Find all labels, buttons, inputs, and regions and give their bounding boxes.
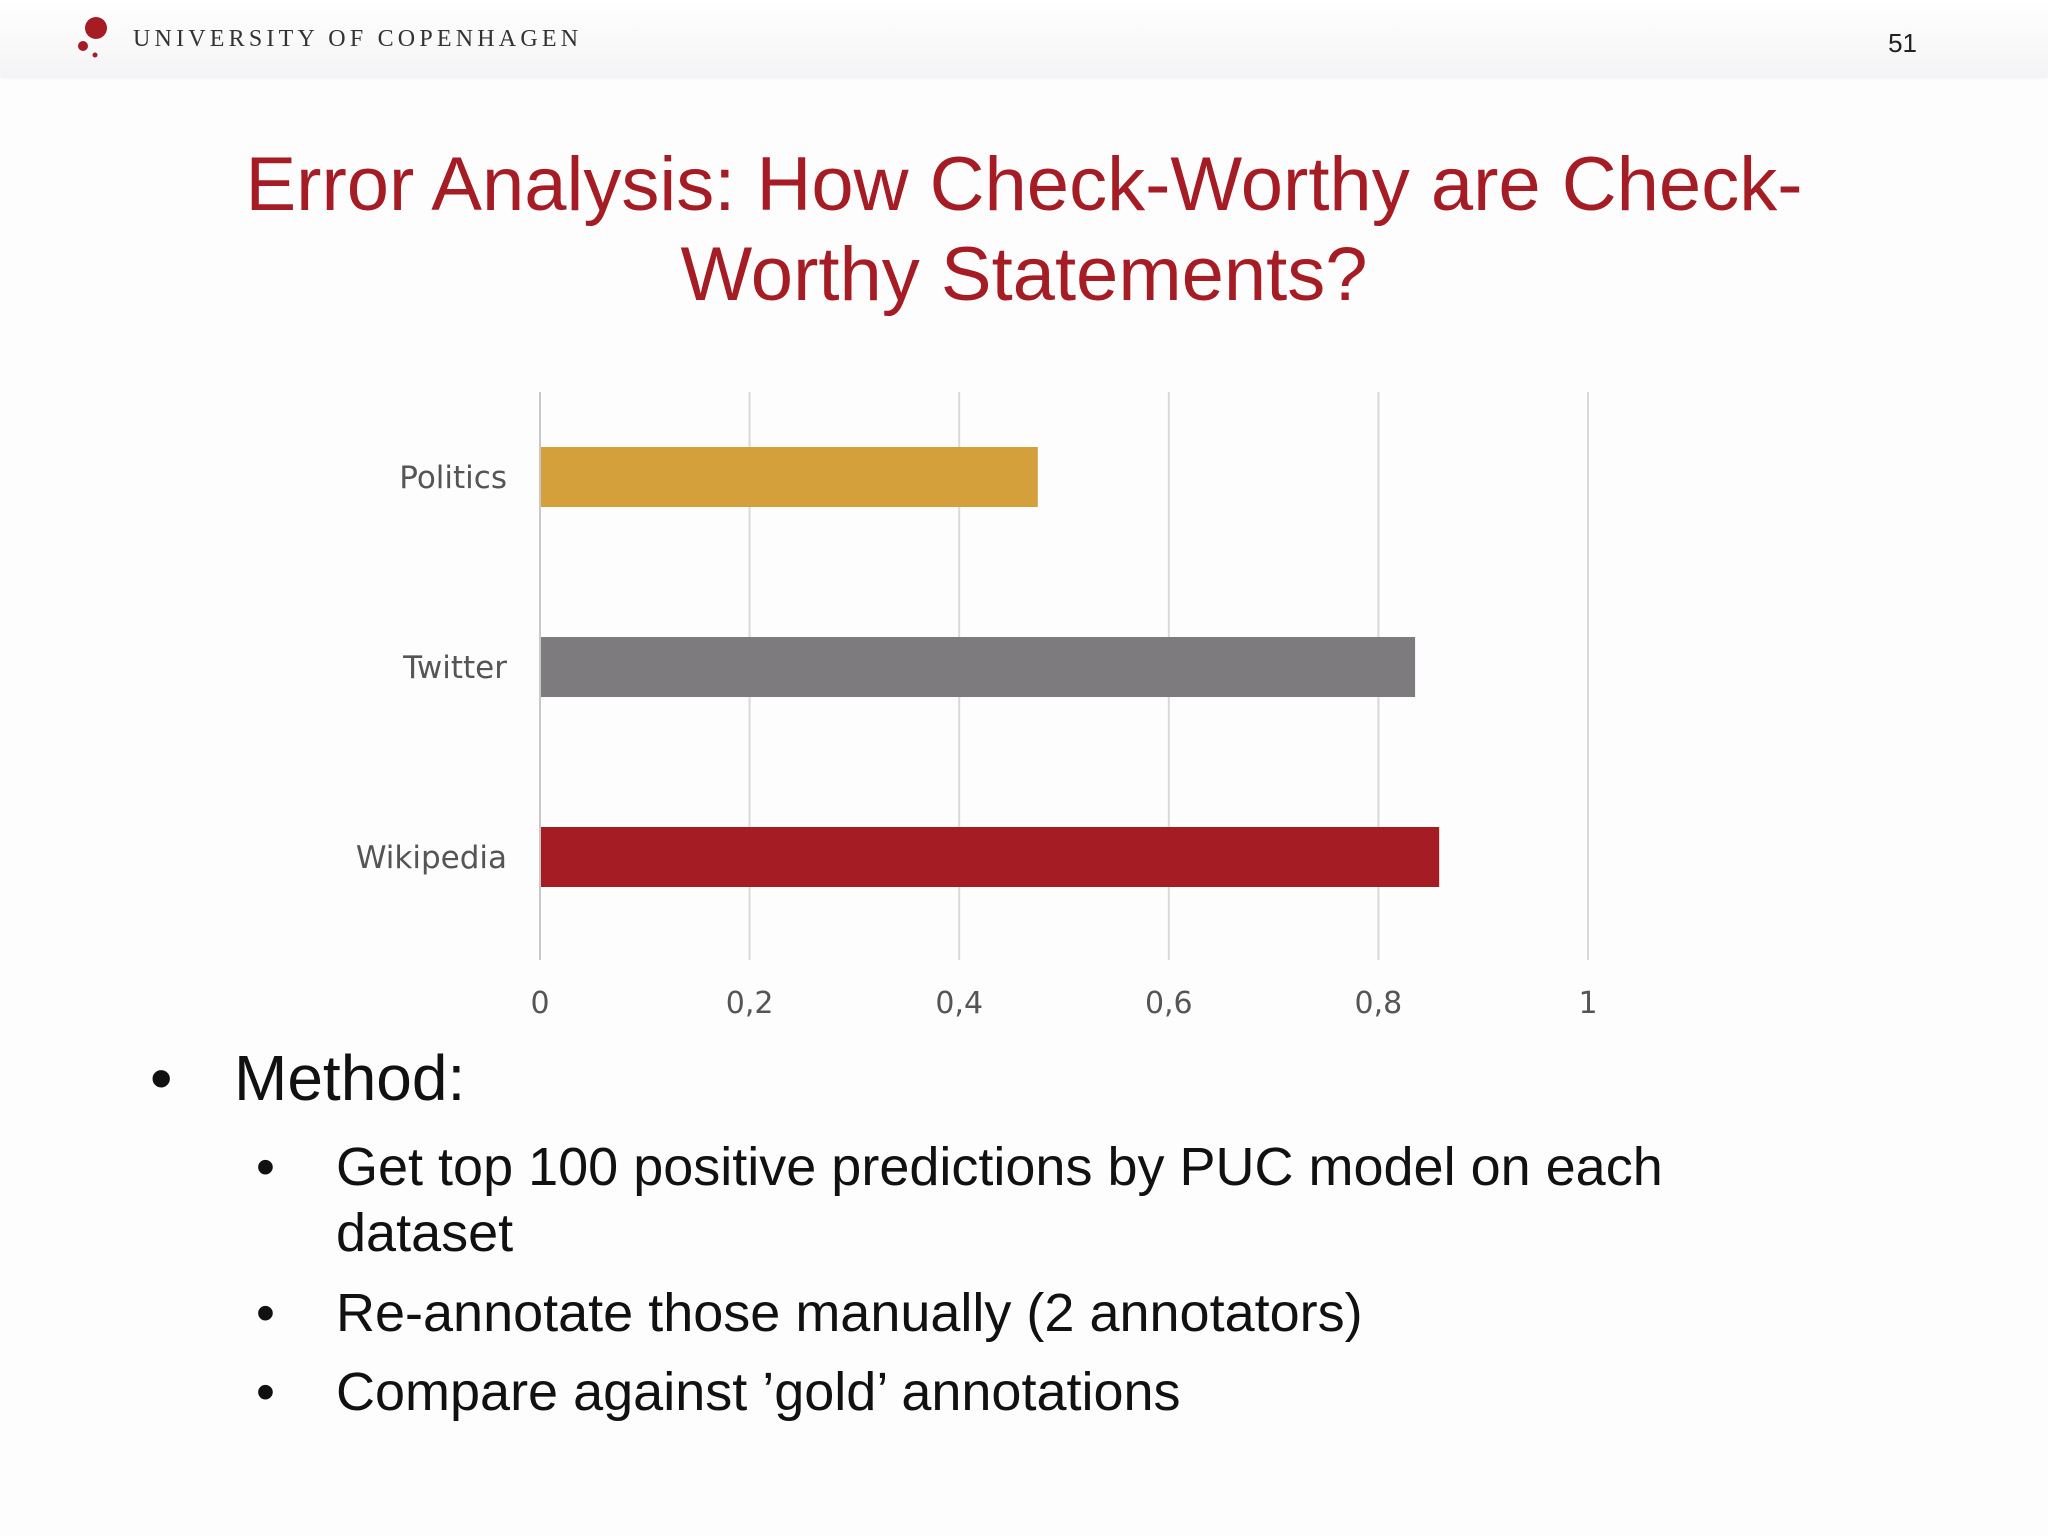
- category-label-politics: Politics: [399, 460, 507, 496]
- chart-tick-labels: 0 0,2 0,4 0,6 0,8 1: [530, 986, 1597, 1021]
- bullet-dot: •: [256, 1362, 275, 1422]
- sub-bullet-text: Get top 100 positive predictions by PUC …: [336, 1137, 1663, 1263]
- bar-politics: [541, 447, 1038, 507]
- chart-bars: [541, 447, 1440, 887]
- x-tick-label: 0,4: [935, 986, 983, 1021]
- x-tick-label: 0: [530, 986, 549, 1021]
- university-logo-icon: [78, 17, 107, 58]
- slide-header: UNIVERSITY OF COPENHAGEN 51: [0, 0, 2048, 76]
- category-label-wikipedia: Wikipedia: [356, 840, 507, 876]
- bar-twitter: [541, 637, 1416, 697]
- chart-category-labels: Politics Twitter Wikipedia: [356, 460, 507, 876]
- sub-bullet-text: Re-annotate those manually (2 annotators…: [336, 1283, 1363, 1343]
- slide-title: Error Analysis: How Check-Worthy are Che…: [245, 142, 1803, 317]
- institution-name: UNIVERSITY OF COPENHAGEN: [133, 26, 583, 52]
- x-tick-label: 1: [1578, 986, 1597, 1021]
- bullet-dot: •: [150, 1042, 173, 1114]
- x-tick-label: 0,2: [726, 986, 774, 1021]
- bullet-main-text: Method:: [234, 1042, 466, 1114]
- bar-chart: Politics Twitter Wikipedia 0 0,2 0,4 0,6 0,8 1: [356, 392, 1598, 1021]
- x-tick-label: 0,8: [1355, 986, 1403, 1021]
- page-number: 51: [1888, 28, 1917, 58]
- x-tick-label: 0,6: [1145, 986, 1193, 1021]
- sub-bullet-text: Compare against ’gold’ annotations: [336, 1362, 1181, 1422]
- bullet-dot: •: [256, 1283, 275, 1343]
- bullet-dot: •: [256, 1137, 275, 1197]
- bar-wikipedia: [541, 827, 1440, 887]
- category-label-twitter: Twitter: [402, 650, 507, 686]
